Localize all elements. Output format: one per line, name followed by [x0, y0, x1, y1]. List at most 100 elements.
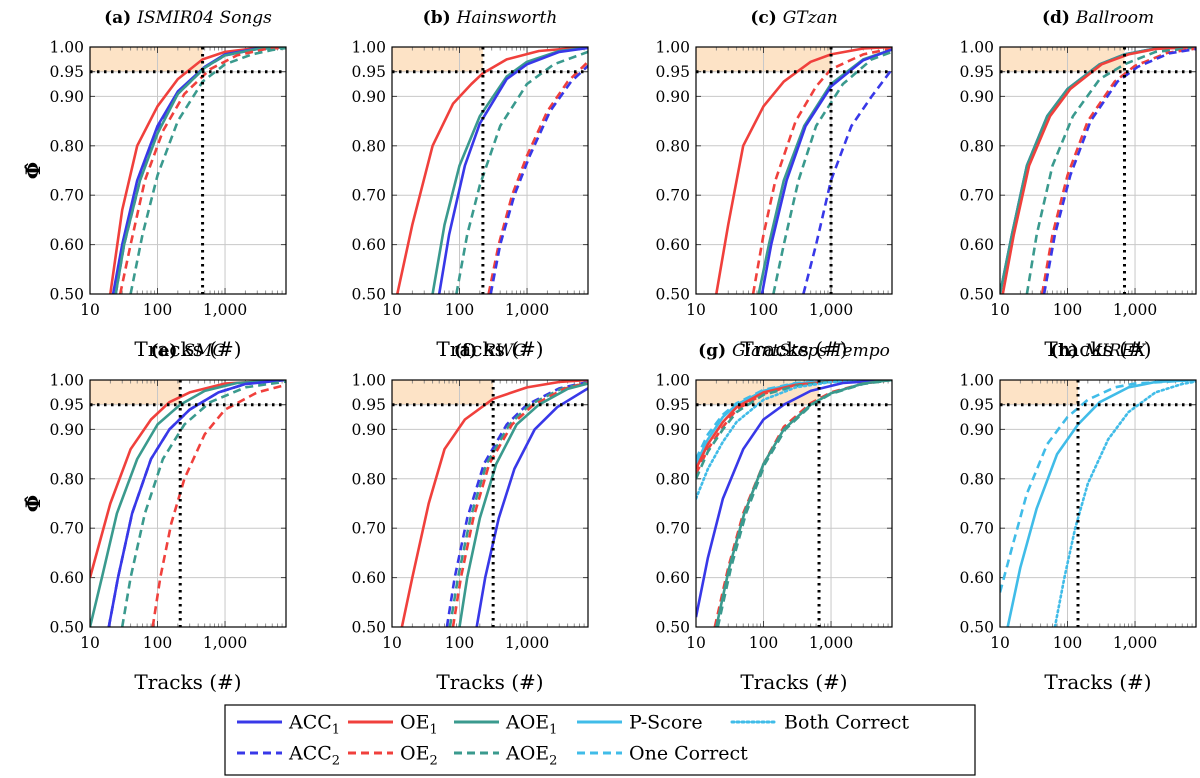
x-tick-label: 10: [382, 301, 402, 319]
panel-name: Hainsworth: [456, 8, 558, 28]
legend-label-text: ACC: [288, 712, 332, 734]
y-tick-label: 0.60: [351, 569, 386, 587]
y-axis-label: Φ̂: [21, 162, 45, 179]
y-tick-label: 0.60: [959, 236, 994, 254]
series-oe2: [751, 47, 892, 294]
series-aoe2: [455, 50, 588, 294]
x-axis-label: Tracks (#): [134, 670, 241, 694]
legend-label-text: Both Correct: [784, 712, 909, 734]
series-aoe2: [120, 380, 286, 627]
series-aoe1: [458, 382, 588, 627]
panel-title: (b) Hainsworth: [423, 8, 558, 28]
legend-label-text: OE: [400, 743, 429, 765]
x-tick-label: 10: [686, 301, 706, 319]
y-tick-label: 1.00: [959, 39, 994, 57]
legend-label-acc2: ACC2: [288, 743, 340, 769]
series-acc2: [1042, 47, 1196, 294]
y-tick-label: 0.50: [959, 286, 994, 304]
x-tick-label: 1,000: [1113, 301, 1157, 319]
panel-title: (d) Ballroom: [1042, 8, 1154, 28]
y-tick-label: 0.50: [351, 286, 386, 304]
y-tick-label: 0.95: [655, 63, 690, 81]
series-oe1: [109, 47, 286, 294]
x-tick-label: 10: [80, 301, 100, 319]
plot-frame: [695, 46, 893, 295]
y-tick-label: 1.00: [655, 372, 690, 390]
y-tick-label: 0.90: [959, 421, 994, 439]
legend-label-subscript: 2: [429, 754, 437, 769]
y-tick-label: 0.60: [655, 236, 690, 254]
y-tick-label: 0.50: [959, 619, 994, 637]
y-tick-label: 0.50: [655, 619, 690, 637]
legend-label-onecorrect: One Correct: [629, 743, 748, 765]
series-aoe2: [1025, 47, 1196, 294]
x-tick-label: 10: [686, 634, 706, 652]
x-axis-label: Tracks (#): [436, 337, 543, 361]
panel-title: (f) RWC: [454, 341, 526, 361]
series-bothcorrect: [1053, 380, 1196, 627]
x-tick-label: 100: [445, 301, 475, 319]
panel-label: (c): [750, 8, 782, 28]
legend-label-bothcorrect: Both Correct: [784, 712, 909, 734]
x-tick-label: 10: [80, 634, 100, 652]
x-tick-label: 100: [1053, 301, 1083, 319]
y-tick-label: 0.70: [959, 187, 994, 205]
y-tick-label: 0.70: [655, 520, 690, 538]
x-axis-label: Tracks (#): [134, 337, 241, 361]
y-tick-label: 0.95: [49, 63, 84, 81]
x-axis-label: Tracks (#): [1044, 670, 1151, 694]
series-aoe1: [1000, 47, 1196, 294]
y-tick-label: 1.00: [49, 39, 84, 57]
series-acc2: [489, 64, 588, 294]
legend-label-text: ACC: [288, 743, 332, 765]
y-tick-label: 0.50: [351, 619, 386, 637]
x-axis-label: Tracks (#): [740, 670, 847, 694]
x-tick-label: 1,000: [809, 301, 853, 319]
panel-e: 0.50 0.60 0.70 0.80 0.90 0.95 1.00 10 100 1,000 (e…: [21, 341, 287, 694]
series-acc1: [760, 48, 892, 294]
y-tick-label: 0.60: [351, 236, 386, 254]
panel-c: 0.50 0.60 0.70 0.80 0.90 0.95 1.00 10 100 1,000 (c…: [655, 8, 893, 361]
y-tick-label: 1.00: [655, 39, 690, 57]
series-oe1: [715, 47, 892, 294]
panel-f: 0.50 0.60 0.70 0.80 0.90 0.95 1.00 10 100 1,000 (f…: [351, 341, 589, 694]
x-tick-label: 100: [143, 301, 173, 319]
plot-frame: [391, 379, 589, 628]
y-tick-label: 0.95: [351, 63, 386, 81]
target-region: [392, 380, 494, 405]
y-tick-label: 0.80: [959, 137, 994, 155]
legend-label-subscript: 1: [549, 723, 557, 738]
y-tick-label: 0.50: [49, 619, 84, 637]
panel-label: (b): [423, 8, 457, 28]
series-oe1: [1001, 47, 1196, 294]
panel-label: (h): [1050, 341, 1084, 361]
legend-label-subscript: 2: [332, 754, 340, 769]
panel-title: (e) SMC: [151, 341, 226, 361]
legend-label-oe1: OE1: [400, 712, 438, 738]
panel-label: (a): [104, 8, 137, 28]
panel-g: 0.50 0.60 0.70 0.80 0.90 0.95 1.00 10 100 1,000 (g…: [655, 341, 893, 694]
y-tick-label: 0.80: [655, 470, 690, 488]
x-tick-label: 10: [990, 301, 1010, 319]
plot-frame: [695, 379, 893, 628]
y-tick-label: 0.95: [655, 396, 690, 414]
y-tick-label: 0.60: [49, 236, 84, 254]
x-tick-label: 1,000: [203, 634, 247, 652]
series-oe1: [400, 380, 588, 627]
series-acc1: [475, 387, 588, 627]
y-tick-label: 0.80: [959, 470, 994, 488]
y-tick-label: 0.90: [49, 88, 84, 106]
y-tick-label: 0.70: [959, 520, 994, 538]
y-tick-label: 1.00: [351, 39, 386, 57]
target-region: [1000, 47, 1125, 72]
y-tick-label: 0.60: [49, 569, 84, 587]
series-aoe1: [90, 380, 286, 627]
panel-title: (c) GTzan: [750, 8, 837, 28]
panel-name: Ballroom: [1075, 8, 1154, 28]
panel-h: 0.50 0.60 0.70 0.80 0.90 0.95 1.00 10 100 1,000 (h…: [959, 341, 1197, 694]
legend-label-subscript: 1: [332, 723, 340, 738]
series-pscore: [1006, 380, 1196, 627]
target-region: [90, 47, 203, 72]
legend-label-text: One Correct: [629, 743, 748, 765]
